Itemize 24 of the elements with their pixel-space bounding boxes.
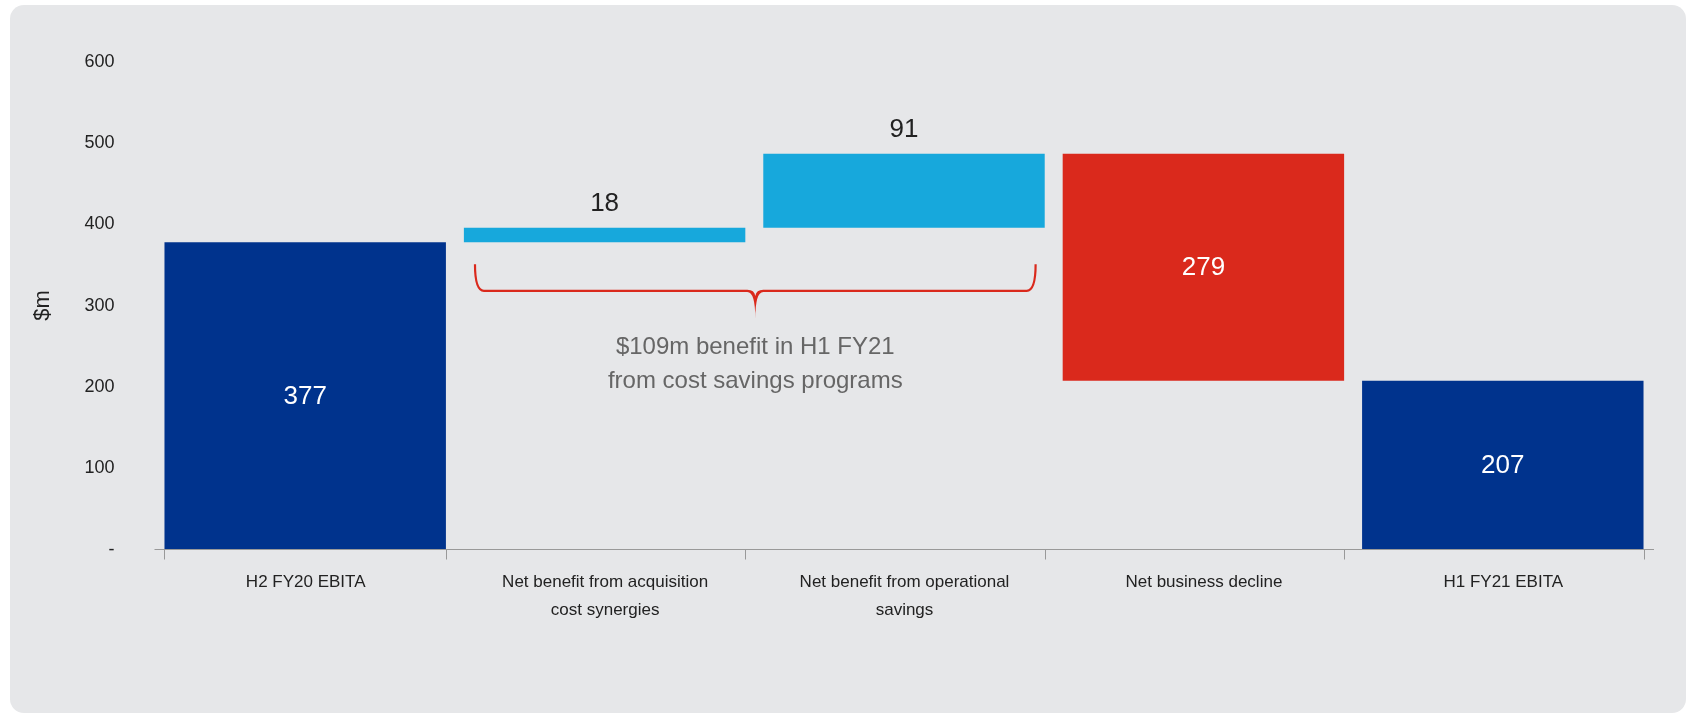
data-label: 207: [1481, 448, 1525, 479]
y-axis-title: $m: [29, 290, 55, 321]
x-tick-label: Net business decline: [1125, 571, 1283, 591]
y-tick-label: 400: [84, 213, 115, 234]
x-tick-label: Net benefit from acquisition cost synergies: [502, 571, 709, 619]
bar: [463, 227, 746, 243]
y-tick-label: 100: [84, 457, 115, 478]
y-tick-label: 600: [84, 50, 115, 71]
y-tick-label: 200: [84, 375, 115, 396]
bar: [1062, 153, 1345, 381]
y-tick-label: -: [108, 538, 115, 559]
data-label: 377: [283, 379, 327, 410]
data-label: 91: [889, 112, 919, 143]
x-tick-label: Net benefit from operational savings: [799, 571, 1010, 619]
x-tick-label: H2 FY20 EBITA: [245, 571, 367, 591]
y-tick-label: 500: [84, 131, 115, 152]
bar: [763, 153, 1045, 228]
data-label: 279: [1181, 251, 1226, 282]
bar: [164, 242, 446, 549]
annotation: $109m benefit in H1 FY21 from cost savings programs: [607, 331, 903, 393]
bar: [1362, 380, 1644, 549]
x-tick-label: H1 FY21 EBITA: [1443, 571, 1564, 591]
data-label: 18: [590, 186, 620, 217]
y-tick-label: 300: [84, 294, 115, 315]
